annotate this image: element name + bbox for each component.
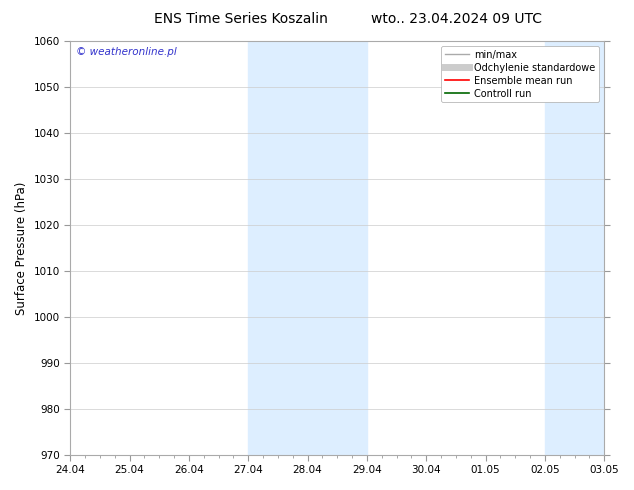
Text: ENS Time Series Koszalin: ENS Time Series Koszalin [154, 12, 328, 26]
Text: wto.. 23.04.2024 09 UTC: wto.. 23.04.2024 09 UTC [371, 12, 542, 26]
Bar [545, 41, 604, 455]
Text: © weatheronline.pl: © weatheronline.pl [75, 47, 176, 57]
Legend: min/max, Odchylenie standardowe, Ensemble mean run, Controll run: min/max, Odchylenie standardowe, Ensembl… [441, 46, 599, 102]
Y-axis label: Surface Pressure (hPa): Surface Pressure (hPa) [15, 181, 28, 315]
Bar [248, 41, 367, 455]
